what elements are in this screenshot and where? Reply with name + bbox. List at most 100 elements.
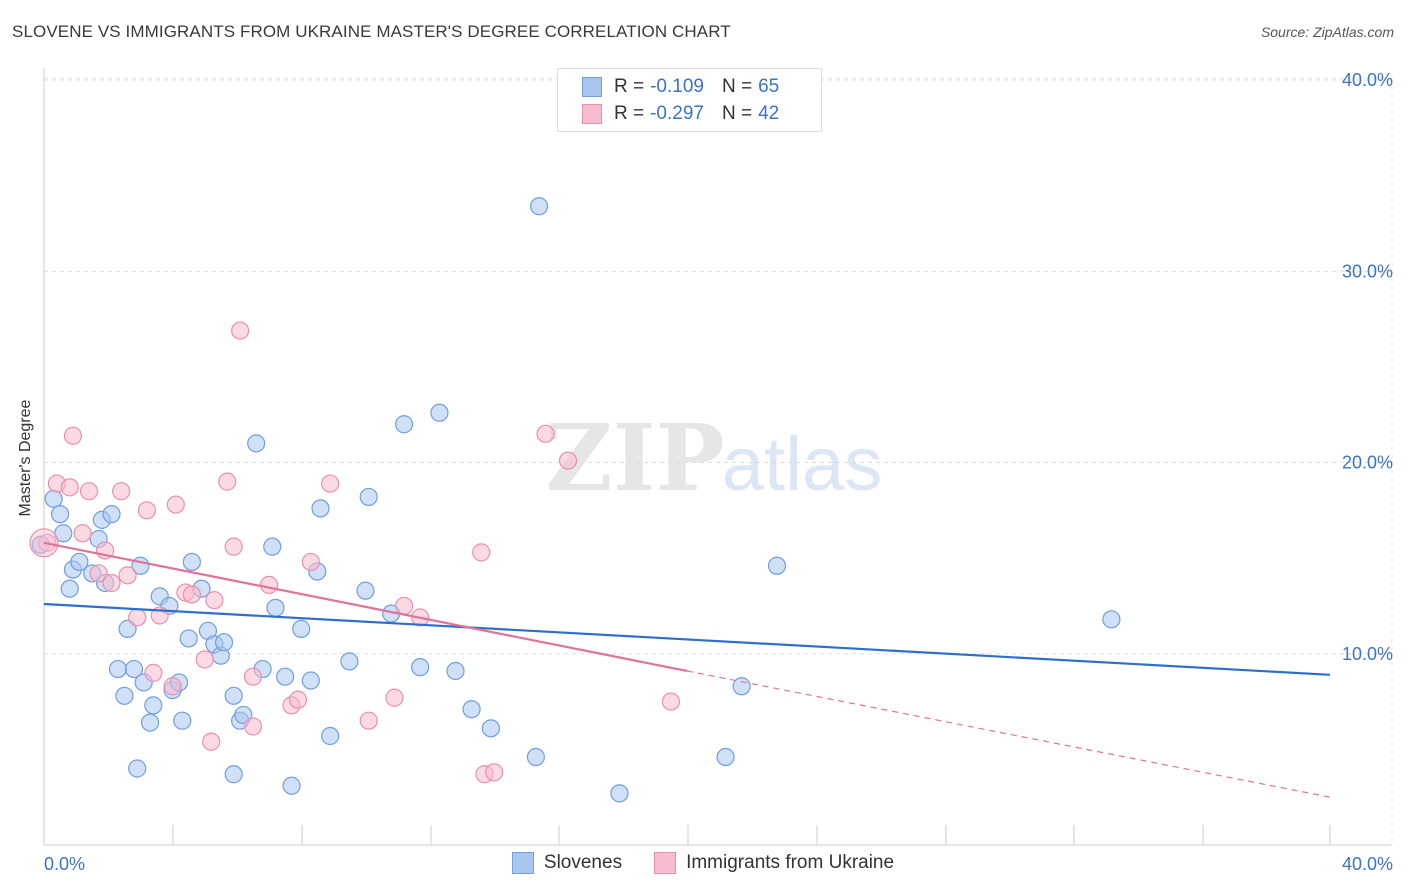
data-point[interactable] xyxy=(60,579,79,598)
data-point[interactable] xyxy=(321,726,340,746)
y-tick-label: 20.0% xyxy=(1342,453,1393,473)
data-point[interactable] xyxy=(1102,610,1121,629)
data-point[interactable] xyxy=(266,598,285,617)
data-point[interactable] xyxy=(224,537,243,556)
data-point[interactable] xyxy=(485,763,504,782)
trend-line-slovenes xyxy=(43,602,1331,676)
data-point[interactable] xyxy=(259,575,279,595)
series-legend-slovenes[interactable]: Slovenes xyxy=(511,852,623,874)
data-point[interactable] xyxy=(526,747,545,767)
data-point[interactable] xyxy=(137,501,156,520)
data-point[interactable] xyxy=(430,403,449,422)
data-point[interactable] xyxy=(321,474,340,493)
data-point[interactable] xyxy=(173,711,192,730)
data-point[interactable] xyxy=(411,658,430,677)
data-point[interactable] xyxy=(73,524,92,543)
series-swatch-ukraine xyxy=(654,852,677,874)
data-point[interactable] xyxy=(179,629,198,648)
data-point[interactable] xyxy=(288,690,308,709)
data-point[interactable] xyxy=(108,659,128,679)
data-point[interactable] xyxy=(243,667,263,686)
trend-layer xyxy=(43,541,1331,798)
data-point[interactable] xyxy=(102,573,121,593)
data-point[interactable] xyxy=(247,434,266,453)
data-point[interactable] xyxy=(462,700,481,719)
data-point[interactable] xyxy=(163,677,182,696)
data-point[interactable] xyxy=(140,713,160,732)
data-point[interactable] xyxy=(224,765,243,784)
data-point[interactable] xyxy=(202,732,221,751)
data-point[interactable] xyxy=(128,608,147,627)
data-point[interactable] xyxy=(394,596,414,616)
data-point[interactable] xyxy=(144,663,163,682)
data-point[interactable] xyxy=(767,556,787,575)
series-legend-ukraine[interactable]: Immigrants from Ukraine xyxy=(654,852,894,874)
data-point[interactable] xyxy=(79,482,99,501)
data-point[interactable] xyxy=(292,619,311,638)
data-point[interactable] xyxy=(243,717,263,736)
data-point[interactable] xyxy=(218,472,237,491)
data-point[interactable] xyxy=(205,591,224,610)
data-point[interactable] xyxy=(115,686,134,705)
data-point[interactable] xyxy=(60,478,79,497)
data-point[interactable] xyxy=(102,505,121,524)
data-point[interactable] xyxy=(44,489,63,508)
data-point[interactable] xyxy=(716,747,735,767)
data-point[interactable] xyxy=(356,581,375,600)
data-point[interactable] xyxy=(276,667,295,686)
data-point[interactable] xyxy=(558,451,578,470)
data-point[interactable] xyxy=(481,719,500,738)
legend-n-label: N = xyxy=(721,103,753,124)
source-label: Source: ZipAtlas.com xyxy=(1260,24,1394,40)
data-point[interactable] xyxy=(231,321,250,340)
legend-r-label: R = xyxy=(614,76,645,97)
legend-n-label: N = xyxy=(721,76,753,97)
data-point[interactable] xyxy=(112,482,131,501)
data-point[interactable] xyxy=(224,686,243,705)
data-point[interactable] xyxy=(182,552,201,572)
x-tick-label: 0.0% xyxy=(44,854,85,874)
legend-swatch-ukraine xyxy=(582,104,602,124)
data-point[interactable] xyxy=(166,495,185,514)
data-point[interactable] xyxy=(536,424,555,443)
data-point[interactable] xyxy=(311,499,330,518)
data-point[interactable] xyxy=(50,505,70,524)
data-point[interactable] xyxy=(359,487,378,507)
data-point[interactable] xyxy=(282,776,301,795)
data-point[interactable] xyxy=(144,696,163,715)
series-name-slovenes: Slovenes xyxy=(543,852,623,873)
y-tick-label: 10.0% xyxy=(1342,644,1393,664)
trend-line-ukraine-extension xyxy=(686,670,1331,798)
data-point[interactable] xyxy=(610,784,629,803)
legend-r-label: R = xyxy=(614,103,645,124)
legend-n-value: 65 xyxy=(758,76,780,97)
legend-n-value: 42 xyxy=(758,103,780,124)
data-point[interactable] xyxy=(359,711,378,730)
data-point[interactable] xyxy=(385,688,404,707)
data-point[interactable] xyxy=(301,671,320,690)
data-point[interactable] xyxy=(128,759,147,778)
data-point[interactable] xyxy=(263,537,282,556)
data-point[interactable] xyxy=(89,564,108,583)
data-point[interactable] xyxy=(214,633,234,652)
data-point[interactable] xyxy=(446,661,465,681)
y-tick-label: 40.0% xyxy=(1342,70,1393,90)
data-point[interactable] xyxy=(394,415,414,434)
data-point[interactable] xyxy=(118,566,137,585)
data-point[interactable] xyxy=(124,659,144,679)
data-point[interactable] xyxy=(530,197,549,216)
data-point[interactable] xyxy=(195,650,214,669)
data-point[interactable] xyxy=(182,585,201,604)
data-point[interactable] xyxy=(301,552,320,572)
data-point[interactable] xyxy=(661,692,681,711)
data-point[interactable] xyxy=(63,426,83,445)
x-tick-label: 40.0% xyxy=(1342,854,1393,874)
series-1 xyxy=(38,321,681,784)
data-point[interactable] xyxy=(472,543,491,562)
series-swatch-slovenes xyxy=(511,852,534,874)
point-layer xyxy=(29,197,1121,803)
data-point[interactable] xyxy=(340,652,359,671)
series-name-ukraine: Immigrants from Ukraine xyxy=(686,852,895,873)
data-point[interactable] xyxy=(70,552,89,572)
